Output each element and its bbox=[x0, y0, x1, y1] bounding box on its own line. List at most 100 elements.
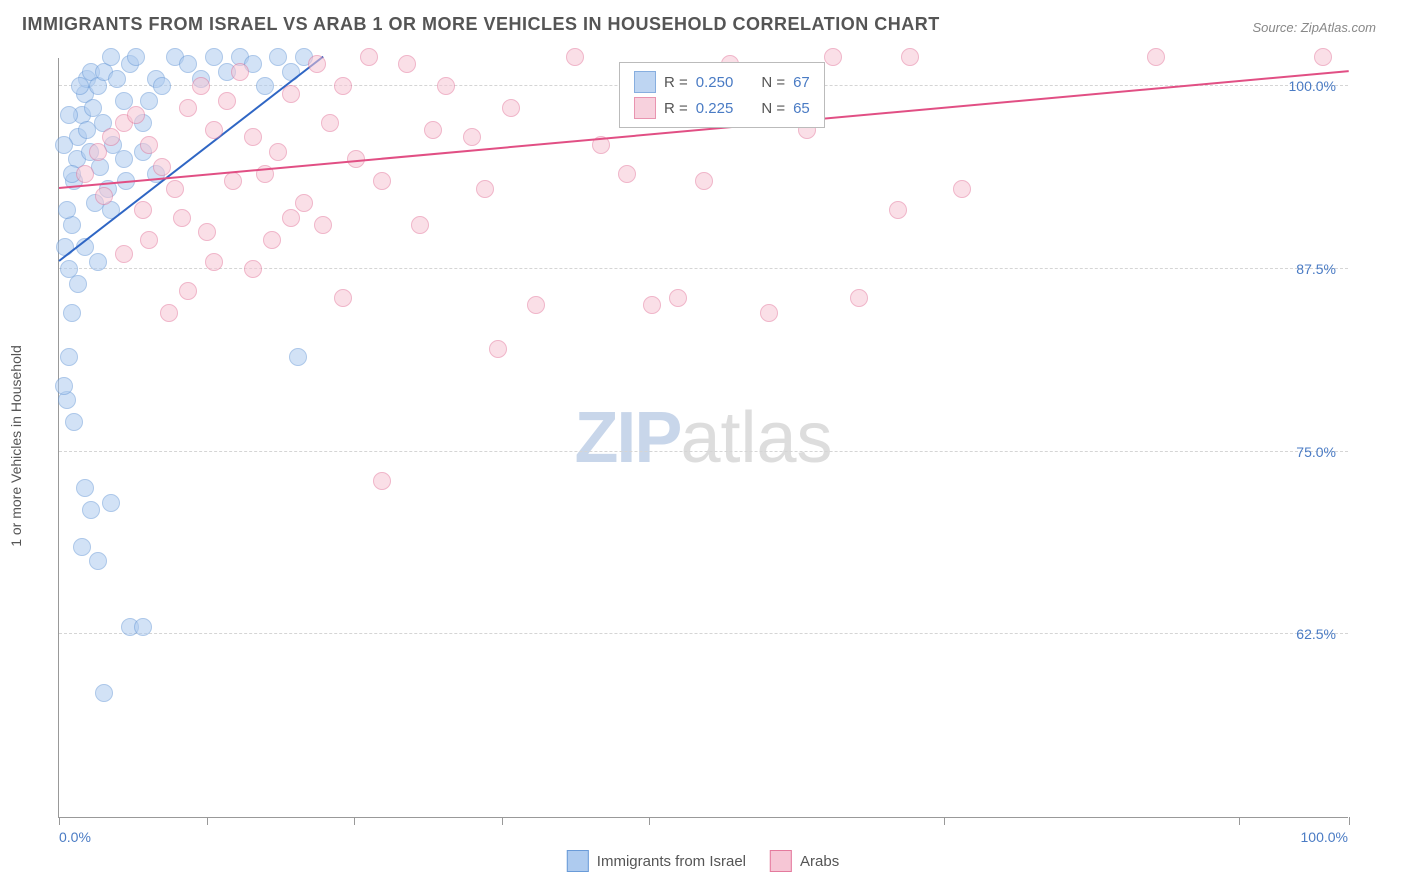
legend-swatch-israel bbox=[567, 850, 589, 872]
data-point bbox=[824, 48, 842, 66]
data-point bbox=[411, 216, 429, 234]
legend-stats-row: R = 0.225 N = 65 bbox=[634, 95, 810, 121]
data-point bbox=[889, 201, 907, 219]
data-point bbox=[244, 260, 262, 278]
data-point bbox=[1147, 48, 1165, 66]
data-point bbox=[63, 304, 81, 322]
data-point bbox=[334, 289, 352, 307]
data-point bbox=[127, 106, 145, 124]
source-attribution: Source: ZipAtlas.com bbox=[1252, 20, 1376, 35]
data-point bbox=[160, 304, 178, 322]
legend-label-arabs: Arabs bbox=[800, 853, 839, 870]
legend-bottom-item-israel: Immigrants from Israel bbox=[567, 850, 746, 872]
legend-stats: R = 0.250 N = 67 R = 0.225 N = 65 bbox=[619, 62, 825, 128]
y-axis-label: 1 or more Vehicles in Household bbox=[8, 345, 24, 547]
data-point bbox=[198, 223, 216, 241]
data-point bbox=[527, 296, 545, 314]
data-point bbox=[502, 99, 520, 117]
data-point bbox=[373, 472, 391, 490]
data-point bbox=[76, 479, 94, 497]
legend-label-israel: Immigrants from Israel bbox=[597, 853, 746, 870]
x-tick bbox=[944, 817, 945, 825]
data-point bbox=[140, 92, 158, 110]
data-point bbox=[1314, 48, 1332, 66]
data-point bbox=[58, 201, 76, 219]
watermark-right: atlas bbox=[680, 398, 832, 478]
data-point bbox=[76, 165, 94, 183]
data-point bbox=[166, 180, 184, 198]
r-label: R = bbox=[664, 74, 688, 91]
data-point bbox=[179, 99, 197, 117]
x-tick bbox=[502, 817, 503, 825]
data-point bbox=[263, 231, 281, 249]
data-point bbox=[669, 289, 687, 307]
data-point bbox=[108, 70, 126, 88]
data-point bbox=[205, 253, 223, 271]
data-point bbox=[102, 128, 120, 146]
data-point bbox=[55, 377, 73, 395]
y-tick-label: 75.0% bbox=[1296, 444, 1336, 460]
data-point bbox=[134, 618, 152, 636]
legend-swatch-arabs bbox=[770, 850, 792, 872]
plot-area: ZIPatlas 62.5%75.0%87.5%100.0%0.0%100.0%… bbox=[58, 58, 1348, 818]
n-value: 65 bbox=[793, 100, 810, 117]
data-point bbox=[89, 253, 107, 271]
data-point bbox=[179, 282, 197, 300]
data-point bbox=[618, 165, 636, 183]
data-point bbox=[901, 48, 919, 66]
legend-bottom-item-arabs: Arabs bbox=[770, 850, 839, 872]
data-point bbox=[295, 194, 313, 212]
data-point bbox=[224, 172, 242, 190]
data-point bbox=[82, 501, 100, 519]
legend-bottom: Immigrants from Israel Arabs bbox=[567, 850, 839, 872]
data-point bbox=[153, 77, 171, 95]
data-point bbox=[115, 245, 133, 263]
data-point bbox=[140, 231, 158, 249]
data-point bbox=[476, 180, 494, 198]
data-point bbox=[760, 304, 778, 322]
data-point bbox=[289, 348, 307, 366]
r-value: 0.250 bbox=[696, 74, 734, 91]
x-tick bbox=[354, 817, 355, 825]
data-point bbox=[205, 121, 223, 139]
data-point bbox=[360, 48, 378, 66]
x-tick bbox=[1349, 817, 1350, 825]
data-point bbox=[643, 296, 661, 314]
x-tick-label-end: 100.0% bbox=[1301, 829, 1348, 845]
data-point bbox=[314, 216, 332, 234]
data-point bbox=[695, 172, 713, 190]
data-point bbox=[89, 552, 107, 570]
x-tick bbox=[59, 817, 60, 825]
data-point bbox=[424, 121, 442, 139]
data-point bbox=[102, 494, 120, 512]
y-tick-label: 100.0% bbox=[1289, 78, 1336, 94]
data-point bbox=[463, 128, 481, 146]
data-point bbox=[269, 48, 287, 66]
gridline bbox=[59, 633, 1348, 634]
legend-swatch bbox=[634, 97, 656, 119]
x-tick bbox=[1239, 817, 1240, 825]
y-tick-label: 87.5% bbox=[1296, 261, 1336, 277]
n-value: 67 bbox=[793, 74, 810, 91]
data-point bbox=[244, 128, 262, 146]
data-point bbox=[256, 77, 274, 95]
data-point bbox=[115, 150, 133, 168]
data-point bbox=[60, 106, 78, 124]
data-point bbox=[134, 201, 152, 219]
chart-title: IMMIGRANTS FROM ISRAEL VS ARAB 1 OR MORE… bbox=[22, 14, 940, 35]
gridline bbox=[59, 451, 1348, 452]
data-point bbox=[95, 684, 113, 702]
data-point bbox=[71, 77, 89, 95]
data-point bbox=[850, 289, 868, 307]
data-point bbox=[153, 158, 171, 176]
r-label: R = bbox=[664, 100, 688, 117]
data-point bbox=[231, 63, 249, 81]
data-point bbox=[282, 85, 300, 103]
r-value: 0.225 bbox=[696, 100, 734, 117]
data-point bbox=[140, 136, 158, 154]
x-tick bbox=[207, 817, 208, 825]
data-point bbox=[192, 77, 210, 95]
data-point bbox=[282, 209, 300, 227]
n-label: N = bbox=[761, 100, 785, 117]
data-point bbox=[373, 172, 391, 190]
